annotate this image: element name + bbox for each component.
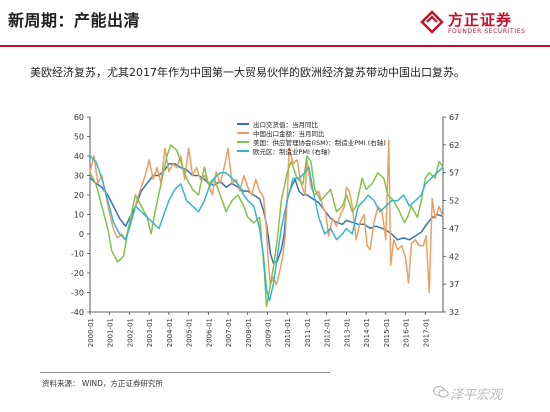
- legend-label-1: 出口交货值：当月同比: [253, 120, 319, 129]
- y-tick-label-right: 32: [449, 308, 459, 317]
- x-tick-label: 2014-01: [363, 318, 371, 347]
- x-tick-label: 2013-01: [343, 318, 351, 347]
- x-tick-label: 2006-01: [205, 318, 213, 347]
- y-tick-label-left: 0: [79, 230, 84, 239]
- wechat-icon: [433, 385, 449, 398]
- y-tick-label-left: -20: [71, 269, 84, 278]
- company-logo: 方正证券 FOUNDER SECURITIES: [420, 8, 545, 42]
- x-tick-label: 2004-01: [166, 318, 174, 347]
- y-tick-label-right: 57: [449, 169, 459, 178]
- x-tick-label: 2000-01: [87, 318, 95, 347]
- x-tick-label: 2016-01: [403, 318, 411, 347]
- title-divider: [0, 45, 550, 47]
- y-tick-label-left: -30: [71, 289, 84, 298]
- legend-label-2: 中国出口金额：当月同比: [253, 129, 325, 138]
- y-tick-label-left: -10: [71, 250, 84, 259]
- x-tick-label: 2001-01: [107, 318, 115, 347]
- y-tick-label-left: 30: [74, 172, 84, 181]
- y-tick-label-left: 10: [74, 211, 84, 220]
- y-tick-label-left: 20: [74, 191, 84, 200]
- page-title: 新周期：产能出清: [8, 11, 141, 30]
- slide-subtitle: 美欧经济复苏，尤其2017年作为中国第一大贸易伙伴的欧洲经济复苏带动中国出口复苏…: [30, 66, 465, 79]
- y-tick-label-right: 42: [449, 252, 459, 261]
- x-tick-label: 2008-01: [245, 318, 253, 347]
- x-tick-label: 2003-01: [146, 318, 154, 347]
- series-line-4: [89, 155, 444, 302]
- watermark-text: 泽平宏观: [450, 388, 503, 403]
- x-tick-label: 2005-01: [186, 318, 194, 347]
- y-tick-label-right: 62: [449, 141, 459, 150]
- y-tick-label-left: 60: [74, 113, 84, 122]
- y-tick-label-left: 40: [74, 152, 84, 161]
- x-tick-label: 2002-01: [126, 318, 134, 347]
- x-tick-label: 2017-01: [422, 318, 430, 347]
- source-divider: [40, 372, 330, 373]
- y-tick-label-right: 47: [449, 224, 459, 233]
- x-tick-label: 2011-01: [304, 318, 312, 347]
- logo-text-en: FOUNDER SECURITIES: [448, 28, 526, 35]
- series-line-3: [89, 144, 444, 308]
- series-line-2: [89, 139, 444, 294]
- y-tick-label-left: -40: [71, 308, 84, 317]
- y-tick-label-right: 52: [449, 197, 459, 206]
- y-tick-label-left: 50: [74, 133, 84, 142]
- x-tick-label: 2012-01: [324, 318, 332, 347]
- data-source-note: 资料来源： WIND，方正证券研究所: [42, 379, 163, 388]
- logo-mark-icon: [420, 10, 444, 34]
- legend-label-3: 美国：供应管理协会(ISM)：制造业PMI (右轴): [253, 138, 386, 147]
- legend-label-4: 欧元区：制造业PMI (右轴): [253, 147, 330, 156]
- x-tick-label: 2015-01: [383, 318, 391, 347]
- x-tick-label: 2010-01: [284, 318, 292, 347]
- x-tick-label: 2007-01: [225, 318, 233, 347]
- x-tick-label: 2009-01: [264, 318, 272, 347]
- y-tick-label-right: 67: [449, 113, 459, 122]
- logo-text-cn: 方正证券: [448, 11, 513, 29]
- y-tick-label-right: 37: [449, 280, 459, 289]
